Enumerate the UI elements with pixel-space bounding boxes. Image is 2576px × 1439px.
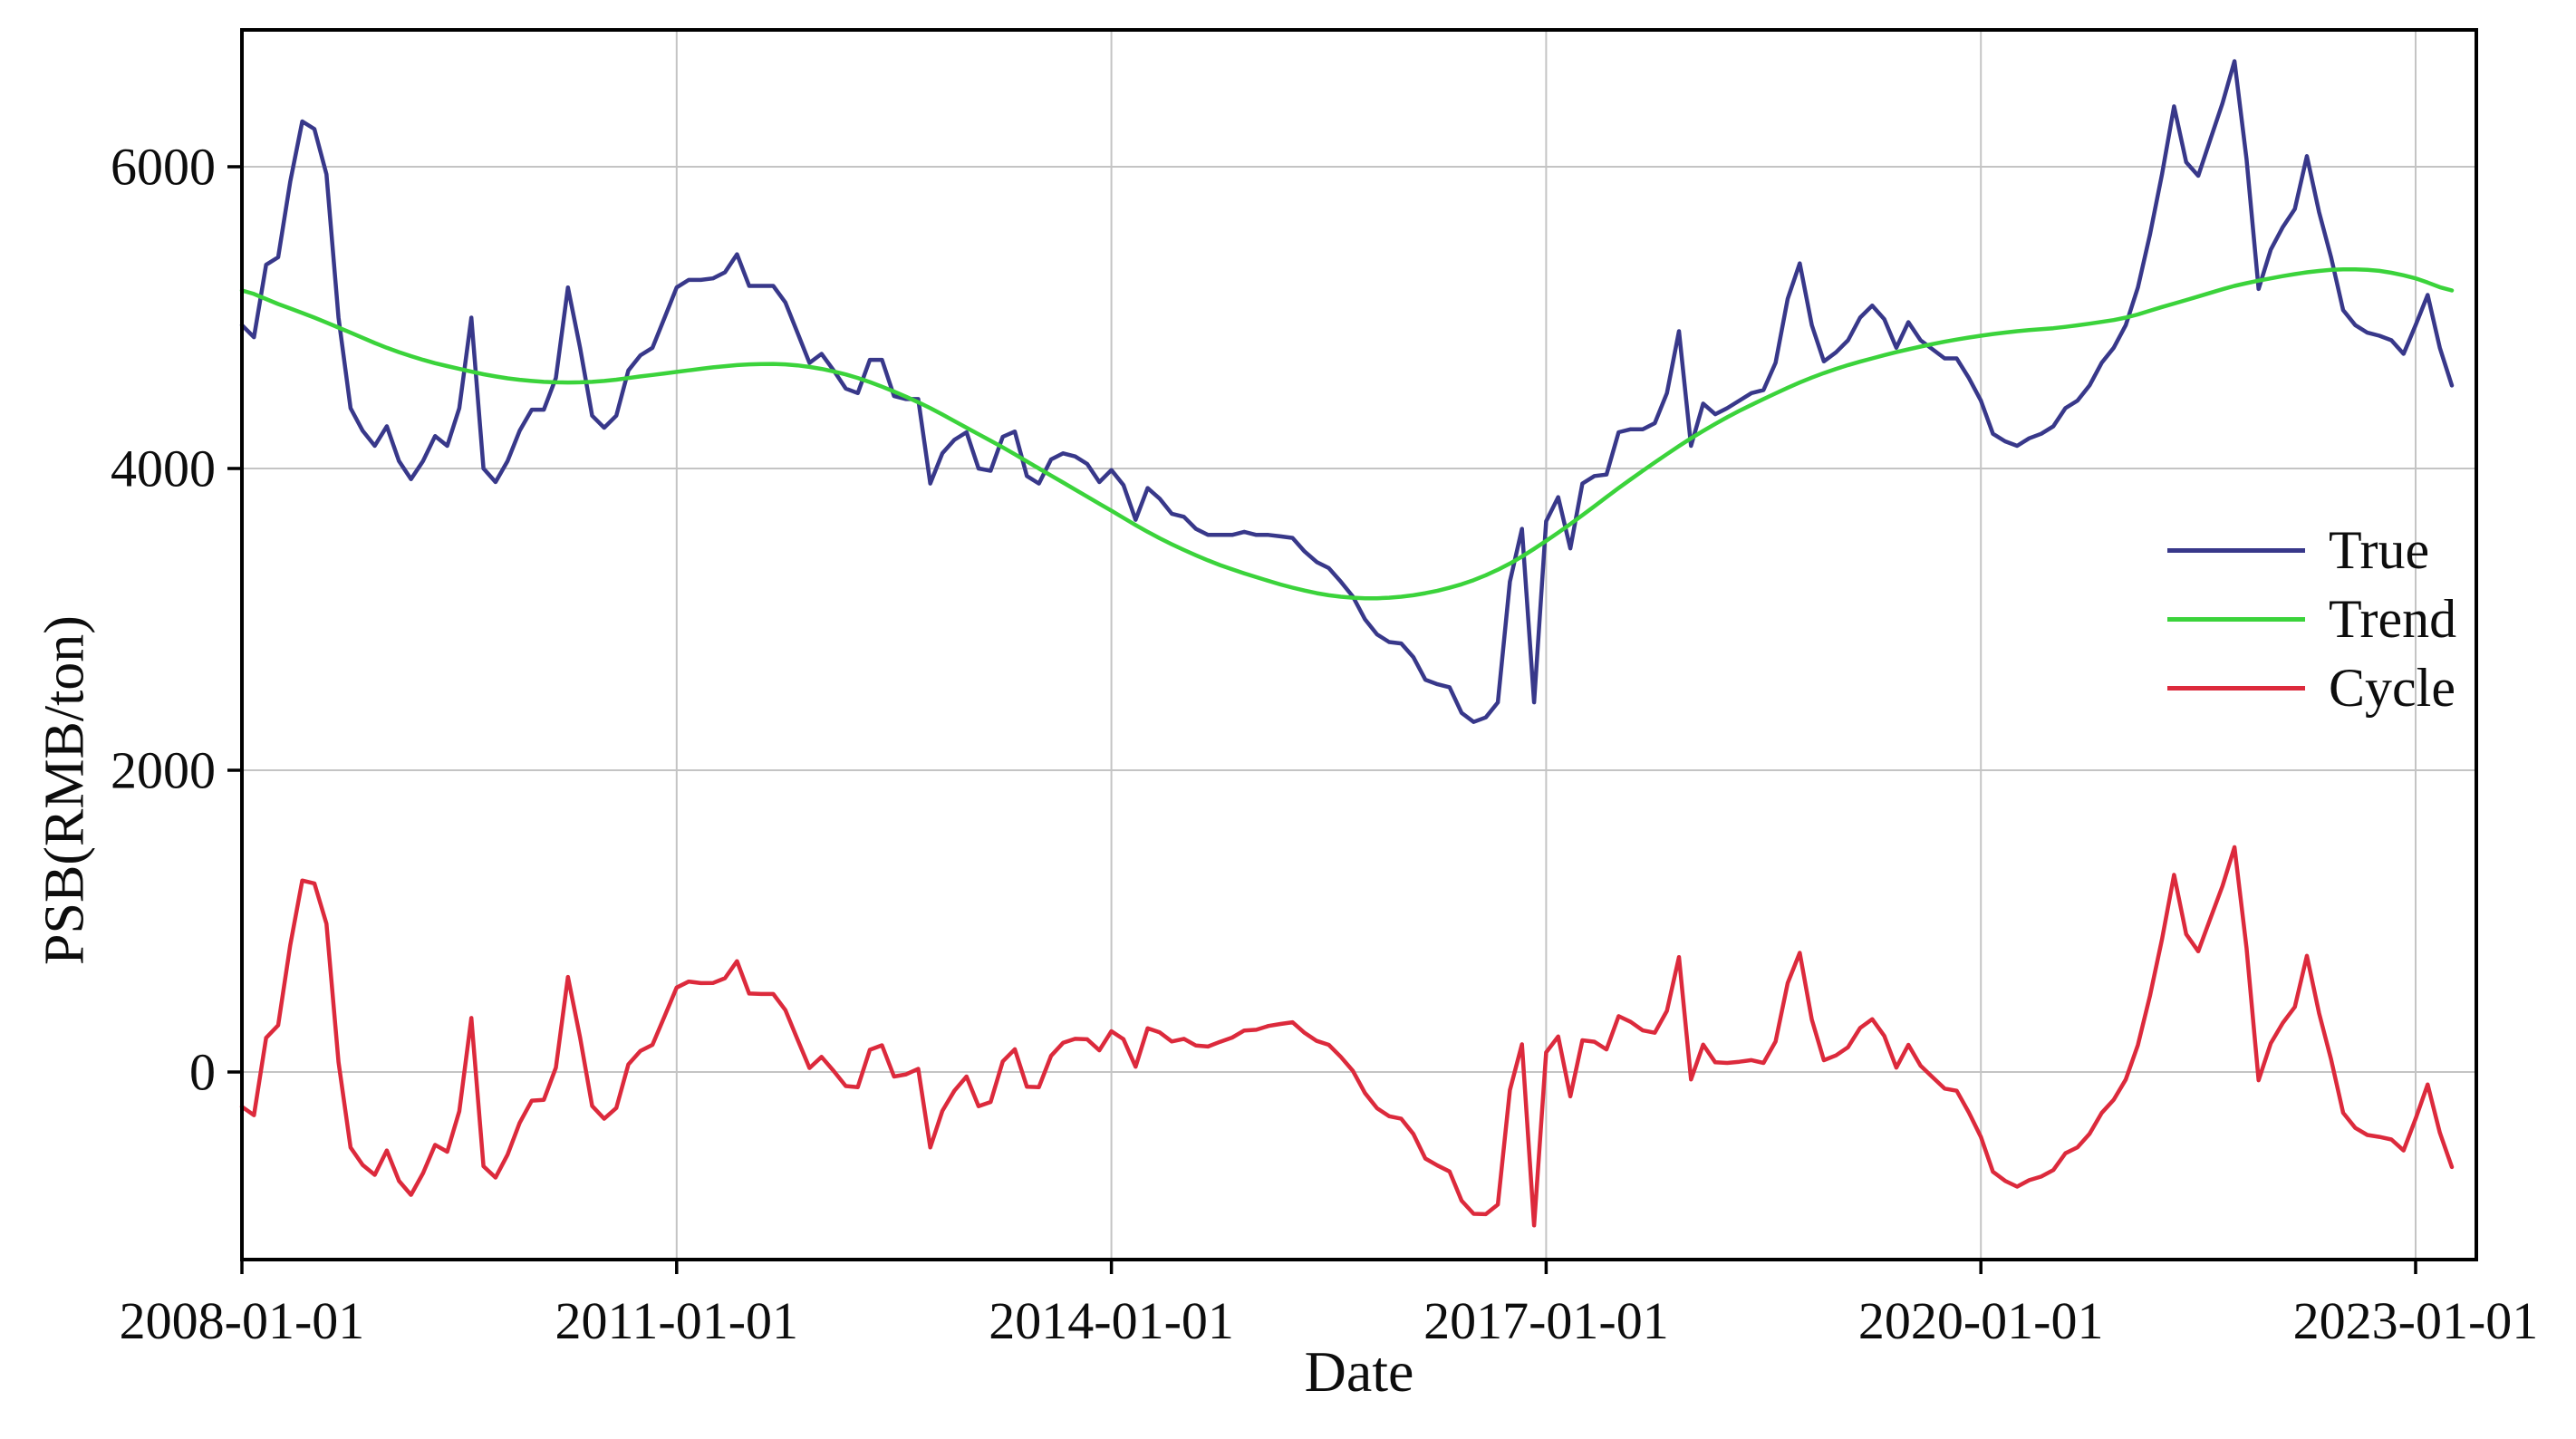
x-tick-label: 2017-01-01 — [1423, 1291, 1669, 1350]
legend-item-trend: Trend — [2167, 584, 2456, 653]
y-axis-title: PSB(RMB/ton) — [34, 615, 96, 965]
legend-label-trend: Trend — [2329, 589, 2457, 649]
y-tick-label: 6000 — [111, 137, 216, 197]
x-tick-label: 2014-01-01 — [989, 1291, 1234, 1350]
x-tick-label: 2020-01-01 — [1857, 1291, 2104, 1350]
legend-item-cycle: Cycle — [2167, 653, 2456, 722]
y-tick-label: 2000 — [111, 740, 216, 800]
x-tick-label: 2011-01-01 — [555, 1291, 799, 1350]
x-tick-label: 2023-01-01 — [2292, 1291, 2539, 1350]
legend: True Trend Cycle — [2167, 516, 2456, 722]
legend-item-true: True — [2167, 516, 2456, 584]
legend-line-cycle-icon — [2167, 685, 2305, 691]
x-axis-title: Date — [1304, 1339, 1414, 1404]
y-tick-label: 0 — [189, 1042, 216, 1102]
legend-line-trend-icon — [2167, 616, 2305, 622]
legend-label-cycle: Cycle — [2329, 658, 2455, 718]
x-tick-label: 2008-01-01 — [119, 1291, 365, 1350]
y-tick-label: 4000 — [111, 439, 216, 498]
legend-label-true: True — [2329, 520, 2430, 580]
legend-line-true-icon — [2167, 547, 2305, 553]
